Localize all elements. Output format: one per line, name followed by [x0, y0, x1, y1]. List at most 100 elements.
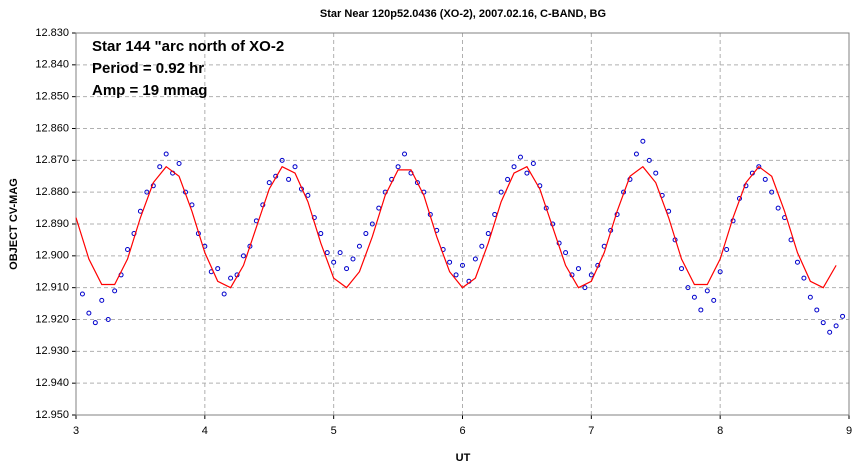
y-tick-label: 12.830	[35, 27, 69, 39]
data-point	[756, 164, 762, 170]
data-point	[144, 189, 150, 195]
data-point	[215, 266, 221, 272]
data-point	[691, 294, 697, 300]
y-tick-label: 12.940	[35, 377, 69, 389]
chart-title: Star Near 120p52.0436 (XO-2), 2007.02.16…	[320, 8, 606, 20]
data-point	[575, 266, 581, 272]
data-point	[247, 243, 253, 249]
data-point	[820, 320, 826, 326]
data-point	[563, 250, 569, 256]
data-point	[633, 151, 639, 157]
data-point	[331, 259, 337, 265]
data-point	[395, 164, 401, 170]
annotation: Period = 0.92 hr	[92, 60, 204, 77]
data-point	[640, 138, 646, 144]
y-tick-label: 12.890	[35, 218, 69, 230]
data-point	[292, 164, 298, 170]
x-tick-label: 4	[202, 425, 208, 437]
x-tick-label: 8	[717, 425, 723, 437]
y-tick-label: 12.880	[35, 186, 69, 198]
y-tick-label: 12.860	[35, 122, 69, 134]
data-point	[505, 176, 511, 182]
data-point	[711, 297, 717, 303]
data-point	[305, 192, 311, 198]
data-point	[112, 288, 118, 294]
y-tick-label: 12.850	[35, 91, 69, 103]
data-point	[769, 189, 775, 195]
data-point	[814, 307, 820, 313]
data-point	[685, 285, 691, 291]
x-tick-label: 6	[459, 425, 465, 437]
y-tick-label: 12.950	[35, 409, 69, 421]
fit-line	[75, 165, 837, 289]
data-point	[704, 288, 710, 294]
data-point	[472, 256, 478, 262]
data-point	[163, 151, 169, 157]
x-tick-label: 9	[846, 425, 852, 437]
data-point	[157, 164, 163, 170]
data-point	[453, 272, 459, 278]
data-point	[221, 291, 227, 297]
data-point	[524, 170, 530, 176]
data-point	[646, 157, 652, 163]
data-point	[530, 161, 536, 167]
data-point	[807, 294, 813, 300]
data-point	[105, 317, 111, 322]
data-point	[92, 320, 98, 326]
data-point	[356, 243, 362, 249]
data-point	[447, 259, 453, 265]
data-point	[724, 246, 730, 252]
data-point	[543, 205, 549, 211]
data-point	[414, 180, 420, 186]
x-tick-label: 3	[73, 425, 79, 437]
data-point	[498, 189, 504, 195]
data-point	[517, 154, 523, 160]
data-point	[337, 250, 343, 256]
data-point	[485, 231, 491, 237]
data-point	[240, 253, 246, 259]
data-point	[318, 231, 324, 237]
data-point	[99, 297, 105, 303]
data-point	[79, 291, 85, 297]
y-tick-label: 12.910	[35, 282, 69, 294]
data-point	[86, 310, 92, 316]
plot-frame	[75, 32, 850, 416]
data-point	[827, 329, 833, 335]
data-point	[324, 250, 330, 256]
x-tick-label: 7	[588, 425, 594, 437]
data-point	[369, 221, 375, 227]
y-axis-label: OBJECT CV-MAG	[8, 178, 20, 270]
data-point	[801, 275, 807, 281]
y-tick-label: 12.920	[35, 313, 69, 325]
annotation: Amp = 19 mmag	[92, 82, 207, 99]
data-point	[582, 285, 588, 291]
data-point	[228, 275, 234, 281]
data-point	[125, 246, 131, 252]
data-point	[350, 256, 356, 262]
data-point	[279, 157, 285, 163]
data-point	[717, 269, 723, 275]
data-point	[511, 164, 517, 170]
x-axis-label: UT	[456, 452, 471, 464]
data-point	[588, 272, 594, 278]
data-point	[653, 170, 659, 176]
data-point	[344, 266, 350, 272]
x-tick-label: 5	[331, 425, 337, 437]
data-point	[402, 151, 408, 157]
y-tick-label: 12.870	[35, 154, 69, 166]
data-point	[698, 307, 704, 313]
data-point	[775, 205, 781, 211]
data-point	[176, 161, 182, 167]
data-point	[679, 266, 685, 272]
data-point	[833, 323, 839, 329]
annotation: Star 144 "arc north of XO-2	[92, 38, 284, 55]
data-point	[266, 180, 272, 186]
data-point	[460, 262, 465, 268]
data-point	[286, 176, 292, 182]
data-point	[479, 243, 485, 249]
data-point	[762, 176, 768, 182]
data-point	[363, 231, 369, 237]
y-tick-label: 12.930	[35, 345, 69, 357]
y-tick-label: 12.900	[35, 250, 69, 262]
